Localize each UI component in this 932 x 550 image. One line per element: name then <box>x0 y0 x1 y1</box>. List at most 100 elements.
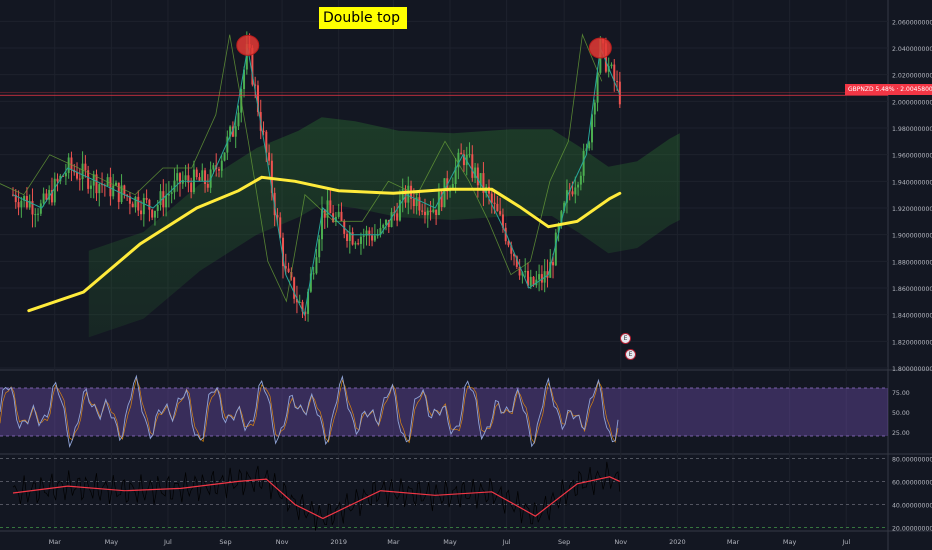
event-flag-icon[interactable]: E <box>620 333 631 344</box>
candle-body <box>179 173 182 184</box>
candle-body <box>234 126 237 137</box>
candle-body <box>443 178 446 208</box>
candle-body <box>496 203 499 212</box>
candle-body <box>462 154 465 166</box>
symbol-price-tag: GBPNZD 5.48% · 2.00458000 <box>845 84 932 95</box>
candle-body <box>140 210 143 215</box>
candle-body <box>48 190 51 200</box>
candle-body <box>151 209 154 218</box>
candle-body <box>385 219 388 225</box>
candle-body <box>382 224 385 228</box>
candle-body <box>37 213 40 215</box>
rsi-line <box>12 476 621 520</box>
candle-body <box>212 165 215 170</box>
stochastic-d-line <box>0 377 619 445</box>
candle-body <box>237 112 240 127</box>
candle-body <box>504 227 507 242</box>
double-top-annotation[interactable]: Double top <box>319 7 407 29</box>
candle-body <box>457 152 460 168</box>
candle-body <box>95 174 98 194</box>
candle-body <box>167 193 170 196</box>
candle-body <box>435 209 438 216</box>
candle-body <box>245 44 248 70</box>
candle-body <box>359 236 362 244</box>
candle-body <box>532 276 535 286</box>
candle-body <box>538 274 541 280</box>
candle-body <box>173 180 176 193</box>
candle-body <box>181 180 184 184</box>
candle-body <box>616 81 619 83</box>
price-tick-label: 1.820000000 <box>892 339 932 346</box>
candle-body <box>14 194 17 203</box>
candle-body <box>412 198 415 207</box>
candle-body <box>56 178 59 182</box>
candle-body <box>540 274 543 283</box>
price-tick-label: 1.940000000 <box>892 179 932 186</box>
candle-body <box>398 199 401 221</box>
candle-body <box>298 301 301 303</box>
candle-body <box>426 210 429 216</box>
candle-body <box>362 235 365 237</box>
candle-body <box>165 195 168 208</box>
candle-body <box>407 185 410 203</box>
candle-body <box>429 210 432 213</box>
candle-body <box>577 184 580 188</box>
candle-body <box>67 157 70 173</box>
candle-body <box>582 151 585 176</box>
candle-body <box>20 200 23 208</box>
candle-body <box>401 189 404 200</box>
candle-body <box>206 183 209 188</box>
candle-body <box>354 243 357 245</box>
candle-body <box>437 192 440 216</box>
candle-body <box>451 183 454 189</box>
candle-body <box>25 196 28 208</box>
candle-body <box>87 170 90 189</box>
price-tick-label: 2.000000000 <box>892 99 932 106</box>
candle-body <box>593 102 596 115</box>
candle-body <box>201 170 204 181</box>
candle-body <box>618 81 621 105</box>
candle-body <box>229 126 232 137</box>
candle-body <box>112 185 115 197</box>
candle-body <box>268 152 271 161</box>
candle-body <box>17 202 20 208</box>
candle-body <box>476 167 479 186</box>
time-tick-label: Mar <box>49 538 62 546</box>
candle-body <box>78 178 81 180</box>
candle-body <box>243 69 246 90</box>
candle-body <box>31 200 34 215</box>
price-tick-label: 1.920000000 <box>892 206 932 213</box>
event-flag-icon[interactable]: E <box>625 349 636 360</box>
candle-body <box>50 190 53 203</box>
candle-body <box>373 235 376 241</box>
candle-body <box>524 270 527 273</box>
candle-body <box>137 196 140 211</box>
candle-body <box>45 193 48 200</box>
candle-body <box>39 203 42 214</box>
candle-body <box>89 185 92 189</box>
time-tick-label: Jul <box>841 538 850 546</box>
candle-body <box>198 177 201 181</box>
candle-body <box>396 213 399 221</box>
candle-body <box>217 168 220 171</box>
candle-body <box>574 187 577 195</box>
candle-body <box>337 211 340 217</box>
candle-body <box>460 152 463 155</box>
candle-body <box>351 232 354 245</box>
candle-body <box>529 276 532 286</box>
candle-body <box>326 200 329 218</box>
double-top-marker <box>236 34 260 56</box>
candle-body <box>513 253 516 257</box>
time-tick-label: May <box>443 538 457 546</box>
rsi-tick-label: 40.000000000 <box>892 503 932 510</box>
candle-body <box>34 214 37 216</box>
candle-body <box>148 199 151 210</box>
candle-body <box>585 148 588 152</box>
candle-body <box>565 190 568 203</box>
candle-body <box>142 197 145 215</box>
candle-body <box>84 163 87 171</box>
price-tick-label: 2.060000000 <box>892 19 932 26</box>
candle-body <box>571 191 574 195</box>
